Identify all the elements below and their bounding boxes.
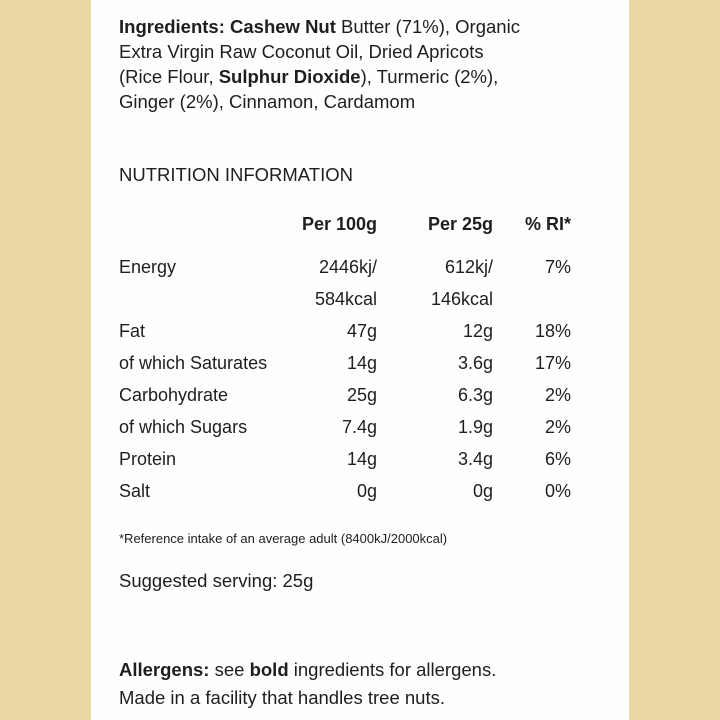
allergen-cashew: Cashew Nut — [230, 16, 336, 37]
per-25g-value: 1.9g — [457, 417, 493, 437]
ingredients-line4: Ginger (2%), Cinnamon, Cardamom — [119, 91, 416, 112]
per-25g-value: 12g — [462, 321, 493, 341]
per-100g-value: Per 100g — [301, 214, 377, 234]
ri-percent: 6% — [544, 449, 571, 469]
per-25g-value: 6.3g — [457, 385, 493, 405]
nutrition-heading: NUTRITION INFORMATION — [119, 164, 353, 185]
table-row: Fat 47g 12g 18% — [119, 321, 601, 353]
allergens-text1: see — [209, 659, 250, 680]
ri-percent: 2% — [544, 385, 571, 405]
allergens-line2: Made in a facility that handles tree nut… — [119, 687, 445, 708]
per-100g-value: 0g — [356, 481, 377, 501]
per-100g-value: 14g — [346, 353, 377, 373]
ri-percent: 7% — [544, 257, 571, 277]
ingredients-line1: Butter (71%), Organic — [335, 16, 520, 37]
per-25g-value: Per 25g — [427, 214, 493, 234]
ingredients-line2: Extra Virgin Raw Coconut Oil, Dried Apri… — [119, 41, 484, 62]
per-100g-value: 584kcal — [314, 289, 377, 309]
allergens-text: Allergens: see bold ingredients for alle… — [119, 656, 496, 712]
table-row: Salt 0g 0g 0% — [119, 481, 601, 513]
table-header-row: Per 100g Per 25g % RI* — [119, 214, 601, 246]
nutrient-name: Energy — [119, 257, 177, 277]
allergen-sulphur: Sulphur Dioxide — [218, 66, 361, 87]
table-row: of which Sugars 7.4g 1.9g 2% — [119, 417, 601, 449]
per-25g-value: 3.6g — [457, 353, 493, 373]
nutrient-name: Protein — [119, 449, 177, 469]
nutrient-name: Fat — [119, 321, 146, 341]
table-row: 584kcal 146kcal — [119, 289, 601, 321]
per-100g-value: 14g — [346, 449, 377, 469]
table-row: Protein 14g 3.4g 6% — [119, 449, 601, 481]
per-100g-value: 25g — [346, 385, 377, 405]
per-100g-value: 7.4g — [341, 417, 377, 437]
allergens-text2: ingredients for allergens. — [288, 659, 497, 680]
per-25g-value: 612kj/ — [444, 257, 493, 277]
per-100g-value: 47g — [346, 321, 377, 341]
suggested-serving: Suggested serving: 25g — [119, 570, 314, 591]
ri-percent: 18% — [534, 321, 571, 341]
per-25g-value: 3.4g — [457, 449, 493, 469]
ri-percent: 2% — [544, 417, 571, 437]
ri-percent: 0% — [544, 481, 571, 501]
ingredients-label: Ingredients: — [119, 16, 225, 37]
table-row: Carbohydrate 25g 6.3g 2% — [119, 385, 601, 417]
ingredients-text: Ingredients: Cashew Nut Butter (71%), Or… — [119, 14, 520, 114]
nutrient-name: of which Sugars — [119, 417, 248, 437]
allergens-bold-word: bold — [249, 659, 289, 680]
table-row: Energy 2446kj/612kj/7% — [119, 257, 601, 289]
ingredients-line3b: ), Turmeric (2%), — [360, 66, 499, 87]
allergens-label: Allergens: — [119, 659, 210, 680]
label-panel: Ingredients: Cashew Nut Butter (71%), Or… — [91, 0, 629, 720]
nutrient-name: Carbohydrate — [119, 385, 229, 405]
ri-percent: % RI* — [524, 214, 571, 234]
nutrient-name: of which Saturates — [119, 353, 268, 373]
per-100g-value: 2446kj/ — [318, 257, 377, 277]
per-25g-value: 0g — [472, 481, 493, 501]
ri-percent: 17% — [534, 353, 571, 373]
ingredients-line3a: (Rice Flour, — [119, 66, 219, 87]
nutrient-name: Salt — [119, 481, 151, 501]
per-25g-value: 146kcal — [430, 289, 493, 309]
reference-footnote: *Reference intake of an average adult (8… — [119, 531, 448, 546]
table-row: of which Saturates 14g 3.6g 17% — [119, 353, 601, 385]
